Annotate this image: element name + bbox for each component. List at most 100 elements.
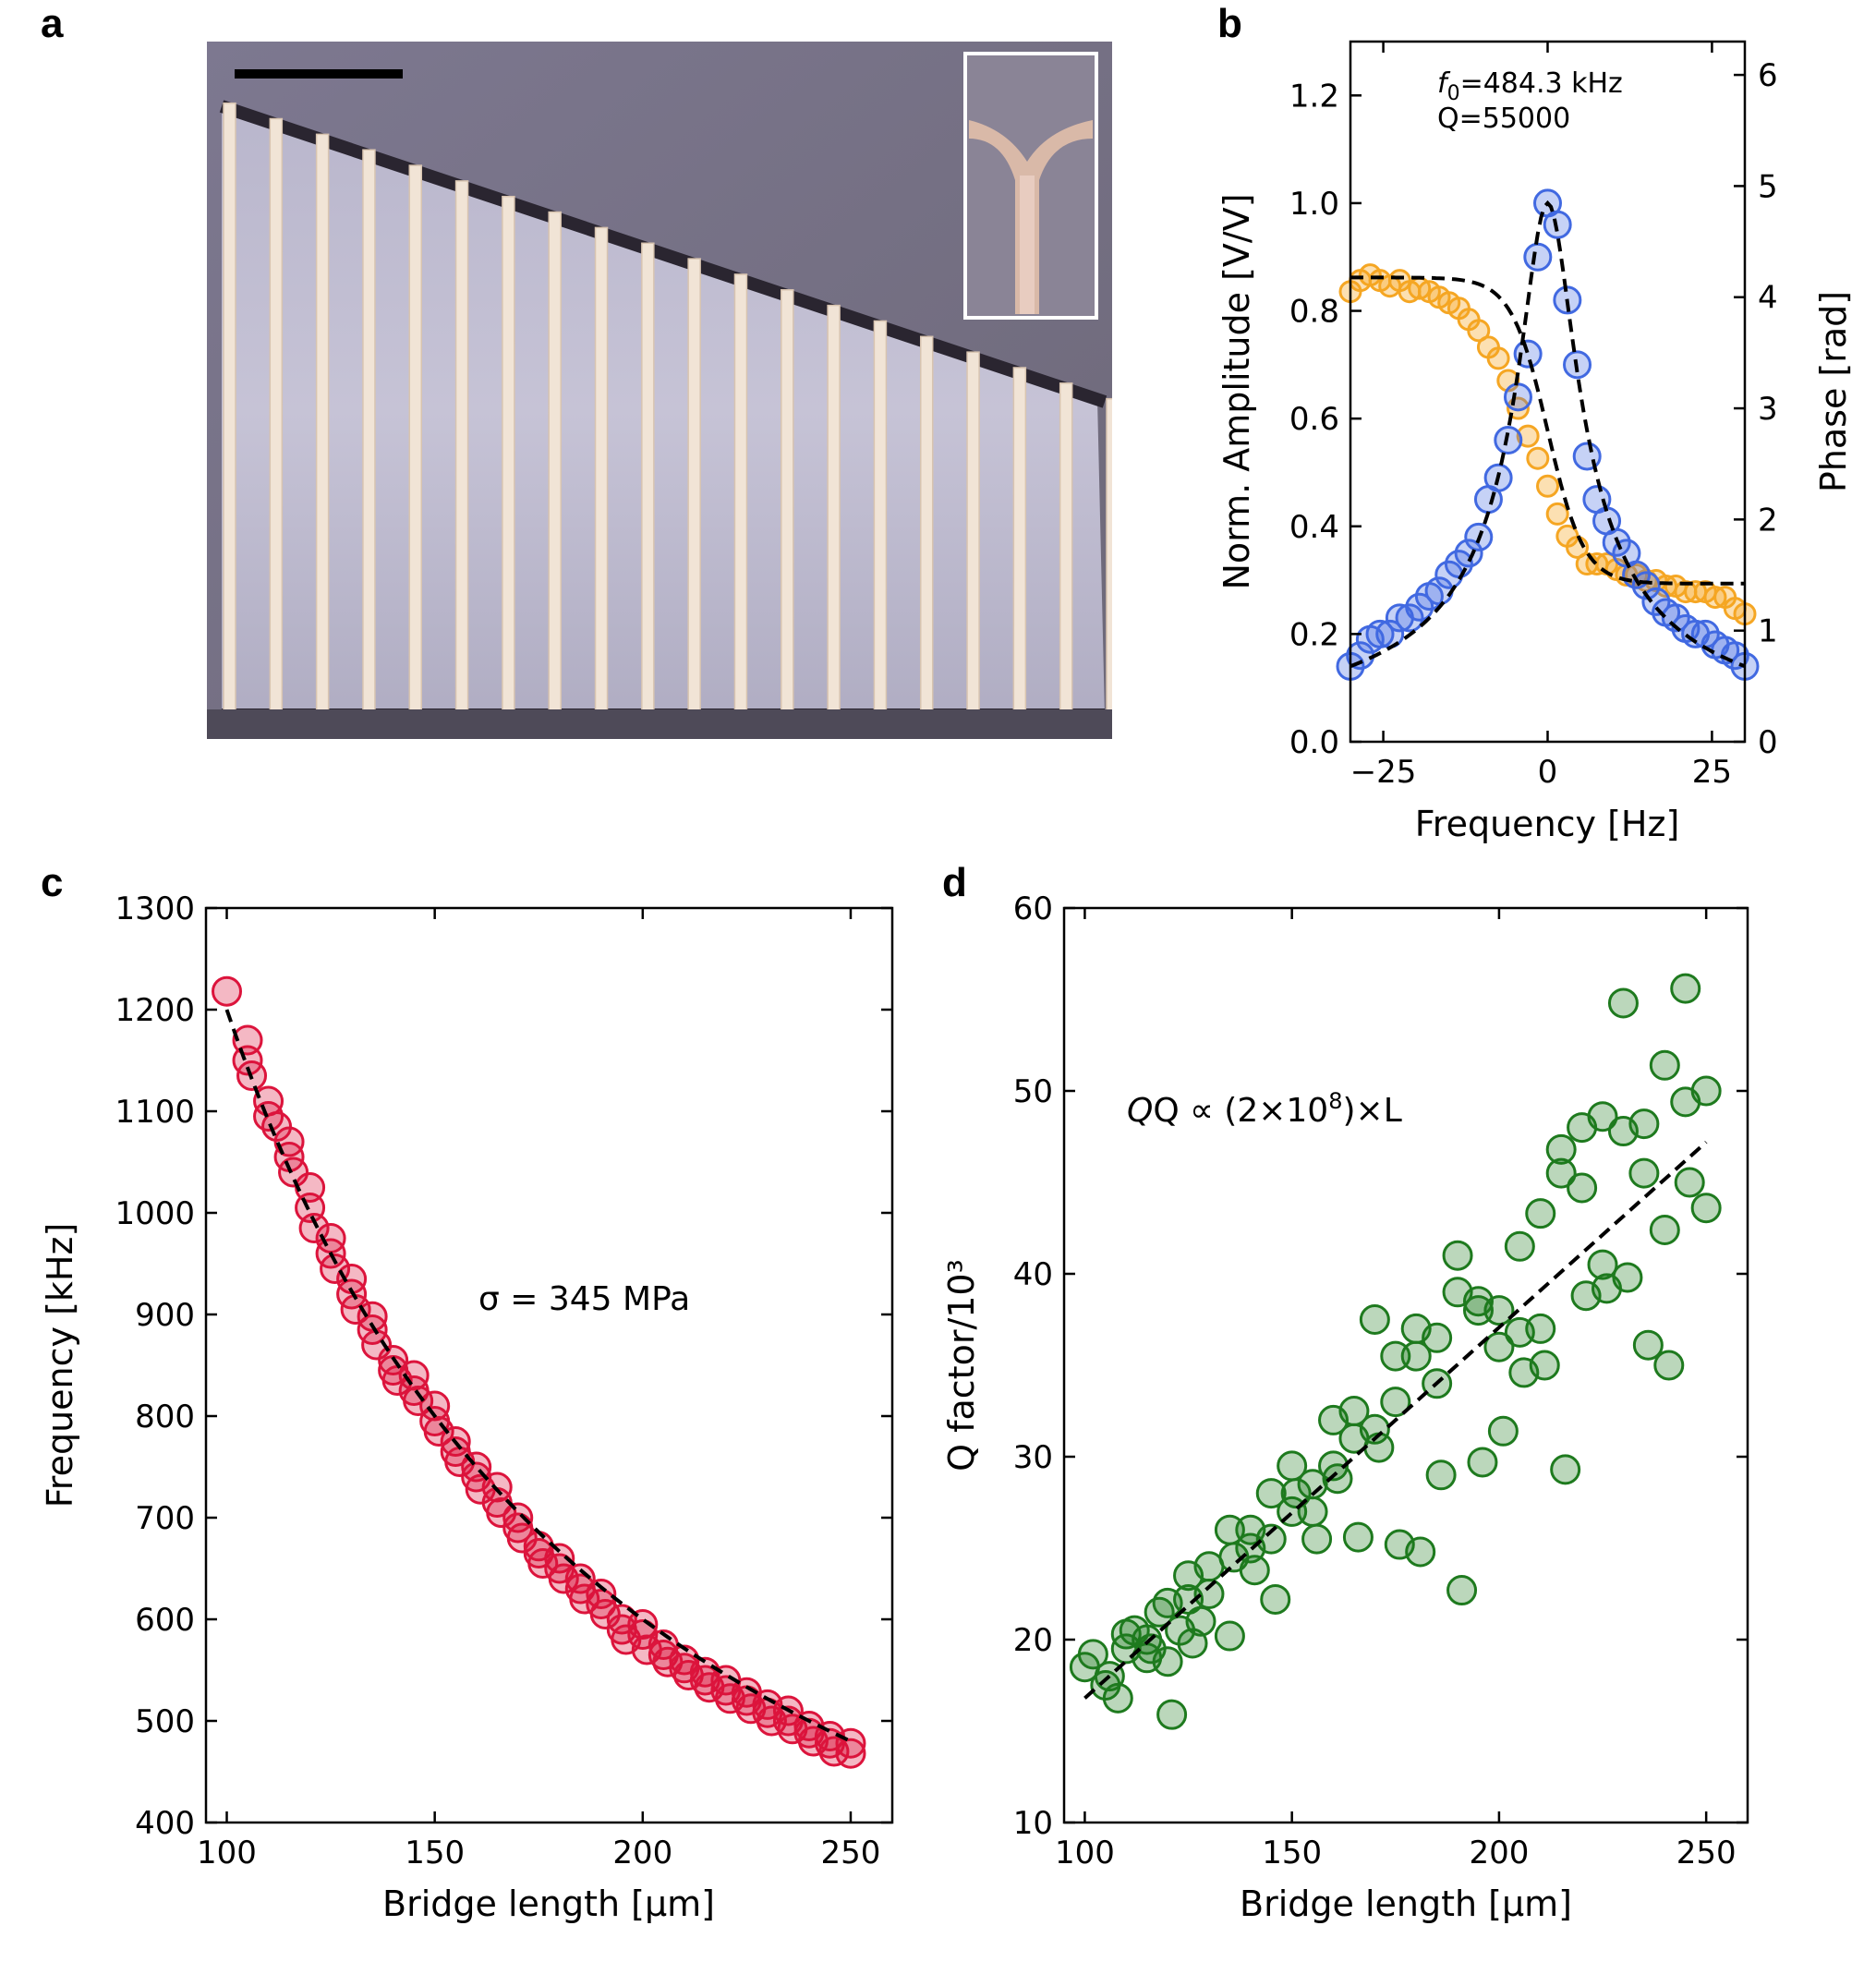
y-tick-label: 500	[135, 1703, 195, 1740]
bridge	[502, 195, 515, 717]
qfactor-point	[1214, 1620, 1245, 1652]
phase-point	[1526, 446, 1550, 470]
y-tick-label: 0.2	[1289, 616, 1339, 653]
amplitude-point	[1641, 587, 1671, 616]
qfactor-point	[1301, 1523, 1333, 1555]
qfactor-point	[1467, 1447, 1498, 1478]
qfactor-point	[1342, 1521, 1374, 1553]
y-tick-label-right: 1	[1758, 613, 1778, 650]
qfactor-point	[1607, 987, 1639, 1019]
qfactor-point	[1255, 1478, 1287, 1509]
y-tick-label: 30	[1013, 1439, 1053, 1476]
y-tick-label-right: 3	[1758, 391, 1778, 428]
frequency-point	[527, 1548, 559, 1579]
y-tick-label-right: 5	[1758, 168, 1778, 205]
y-tick-label-right: 4	[1758, 280, 1778, 317]
bridge	[408, 164, 423, 717]
phase-point	[1486, 346, 1510, 370]
qfactor-point	[1567, 1172, 1598, 1204]
frequency-point	[569, 1583, 600, 1615]
qfactor-point	[1422, 1322, 1453, 1353]
bridge	[733, 273, 748, 717]
frequency-point	[627, 1609, 659, 1640]
qfactor-fit-line	[1083, 1140, 1708, 1700]
qfactor-plot	[1069, 973, 1722, 1730]
qfactor-point	[1260, 1583, 1291, 1615]
bridge	[687, 258, 701, 717]
y-tick-label-right: 6	[1758, 57, 1778, 94]
qfactor-point	[1425, 1459, 1457, 1491]
panel-c-frequency: 100 150 200 250 400 500 600 700 800 900 1000 1100 12…	[40, 890, 894, 1924]
qfactor-point	[1628, 1157, 1660, 1189]
qfactor-point	[1674, 1167, 1705, 1198]
qfactor-point	[1612, 1262, 1643, 1293]
amplitude-point	[1661, 603, 1690, 633]
qfactor-point	[1529, 1350, 1560, 1381]
amplitude-point	[1523, 242, 1553, 272]
amplitude-point	[1405, 592, 1434, 622]
bridge	[362, 149, 376, 717]
bridge	[919, 335, 934, 717]
qfactor-point	[1359, 1413, 1390, 1445]
x-tick-label: 200	[1469, 1835, 1529, 1871]
y-tick-label: 20	[1013, 1622, 1053, 1659]
y-tick-label: 1.2	[1289, 78, 1339, 115]
y-tick-label: 0.0	[1289, 724, 1339, 761]
qfactor-point	[1400, 1340, 1432, 1372]
amplitude-point	[1395, 603, 1424, 633]
amplitude-point	[1454, 539, 1483, 568]
bridge	[269, 117, 284, 717]
bridge	[1059, 382, 1073, 717]
qfactor-point	[1545, 1133, 1577, 1165]
qfactor-point	[1322, 1463, 1353, 1495]
bridge	[873, 320, 888, 717]
qfactor-point	[1255, 1523, 1287, 1555]
qfactor-point	[1359, 1304, 1390, 1335]
panel-b-resonance: −25 0 25 0.0 0.2 0.4 0.6 0.8 1.0 1.2 0 1 2 3 4 5 6 f0=48…	[1216, 40, 1854, 844]
y-tick-label-right: 2	[1758, 502, 1778, 539]
y-tick-label: 600	[135, 1602, 195, 1639]
x-tick-label: 150	[405, 1835, 465, 1871]
qfactor-point	[1487, 1415, 1519, 1447]
y-tick-label: 1100	[115, 1094, 195, 1131]
y-tick-label-right: 0	[1758, 724, 1778, 761]
panel-b-ylabel-left: Norm. Amplitude [V/V]	[1216, 193, 1257, 589]
qfactor-point	[1649, 1049, 1680, 1081]
x-tick-label: −25	[1350, 754, 1417, 791]
qfactor-point	[1628, 1108, 1660, 1140]
qfactor-point	[1545, 1157, 1577, 1189]
qfactor-point	[1587, 1249, 1618, 1280]
frequency-point	[212, 975, 243, 1007]
frequency-point	[835, 1738, 866, 1769]
panel-d-xlabel: Bridge length [μm]	[1240, 1883, 1572, 1924]
bridge	[315, 133, 330, 717]
bridge	[594, 226, 609, 717]
qfactor-point	[1156, 1699, 1188, 1730]
panel-label-d: d	[942, 860, 967, 905]
y-tick-label: 800	[135, 1399, 195, 1435]
panel-b-xlabel: Frequency [Hz]	[1415, 804, 1680, 844]
y-tick-label: 0.6	[1289, 401, 1339, 438]
qfactor-point	[1193, 1579, 1225, 1609]
x-tick-label: 0	[1538, 754, 1558, 791]
panel-b-ylabel-right: Phase [rad]	[1813, 291, 1854, 492]
bridge	[781, 289, 794, 717]
y-tick-label: 60	[1013, 890, 1053, 927]
qfactor-point	[1405, 1536, 1436, 1568]
panel-label-a: a	[41, 1, 64, 46]
phase-fit-line	[1350, 275, 1745, 586]
qfactor-point	[1239, 1555, 1270, 1586]
qfactor-point	[1102, 1682, 1133, 1714]
bridge	[1106, 397, 1112, 717]
y-tick-label: 1300	[115, 890, 195, 927]
qfactor-point	[1185, 1605, 1216, 1637]
bridge	[454, 180, 469, 717]
phase-point	[1516, 424, 1540, 448]
y-tick-label: 1.0	[1289, 186, 1339, 223]
qfactor-point	[1446, 1575, 1478, 1606]
bridge	[1012, 367, 1027, 717]
annotation-q: Q=55000	[1437, 103, 1570, 135]
qfactor-point	[1690, 1075, 1722, 1107]
